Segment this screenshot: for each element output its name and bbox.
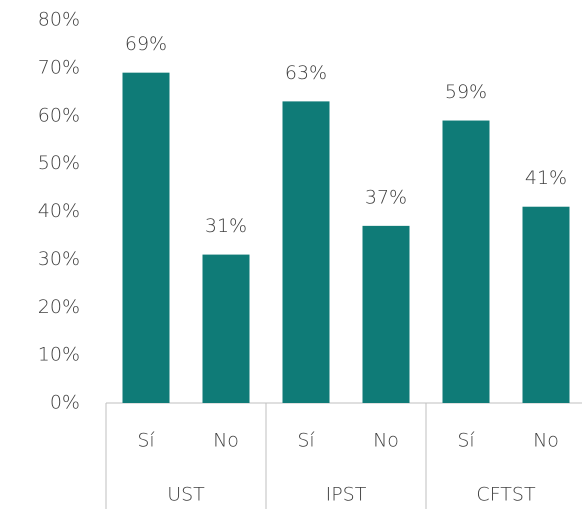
data-label: 69%	[125, 33, 167, 55]
x-tick-label: Sí	[457, 430, 475, 452]
x-tick-label: No	[533, 430, 559, 452]
data-label: 37%	[365, 186, 407, 208]
y-tick-label: 10%	[38, 344, 80, 366]
x-tick-label: No	[213, 430, 239, 452]
y-tick-label: 80%	[38, 9, 80, 31]
x-tick-label: Sí	[297, 430, 315, 452]
group-label: UST	[167, 484, 205, 506]
y-tick-label: 50%	[38, 152, 80, 174]
data-label: 63%	[285, 62, 327, 84]
bar	[122, 72, 170, 403]
group-label: IPST	[326, 484, 367, 506]
x-tick-label: No	[373, 430, 399, 452]
bar	[442, 120, 490, 403]
data-label: 31%	[205, 215, 247, 237]
y-tick-label: 70%	[38, 56, 80, 78]
bar	[522, 206, 570, 403]
y-tick-label: 0%	[50, 392, 80, 414]
y-tick-label: 20%	[38, 296, 80, 318]
bar	[362, 225, 410, 403]
y-tick-label: 30%	[38, 248, 80, 270]
x-tick-label: Sí	[137, 430, 155, 452]
group-label: CFTST	[476, 484, 536, 506]
data-label: 59%	[445, 81, 487, 103]
data-label: 41%	[525, 167, 567, 189]
bar	[282, 101, 330, 403]
y-tick-label: 40%	[38, 200, 80, 222]
y-tick-label: 60%	[38, 104, 80, 126]
bar	[202, 254, 250, 403]
